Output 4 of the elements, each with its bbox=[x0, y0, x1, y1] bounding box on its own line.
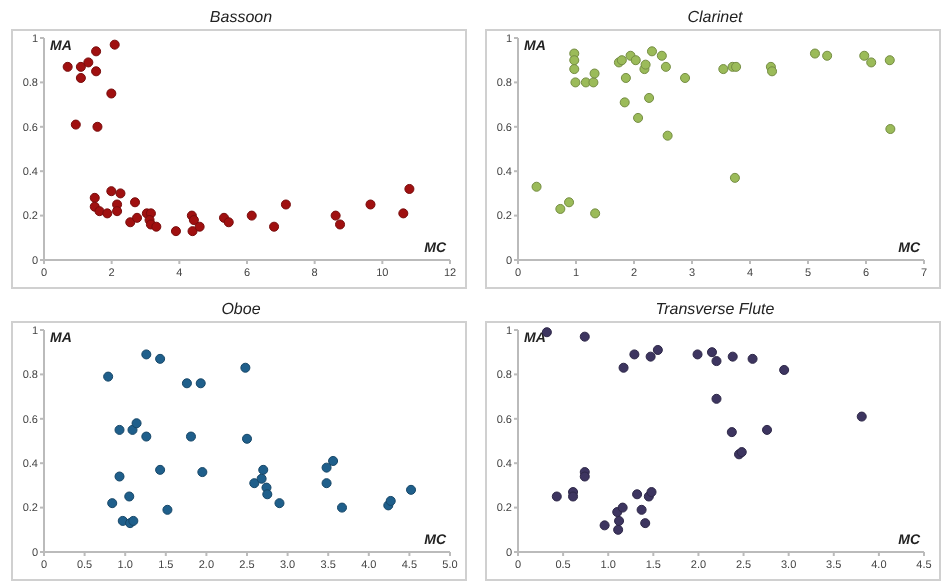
chart-title: Transverse Flute bbox=[655, 300, 776, 318]
chart-title: Bassoon bbox=[209, 8, 274, 26]
chart-title: Clarinet bbox=[687, 8, 745, 26]
chart-title: Oboe bbox=[221, 300, 262, 318]
